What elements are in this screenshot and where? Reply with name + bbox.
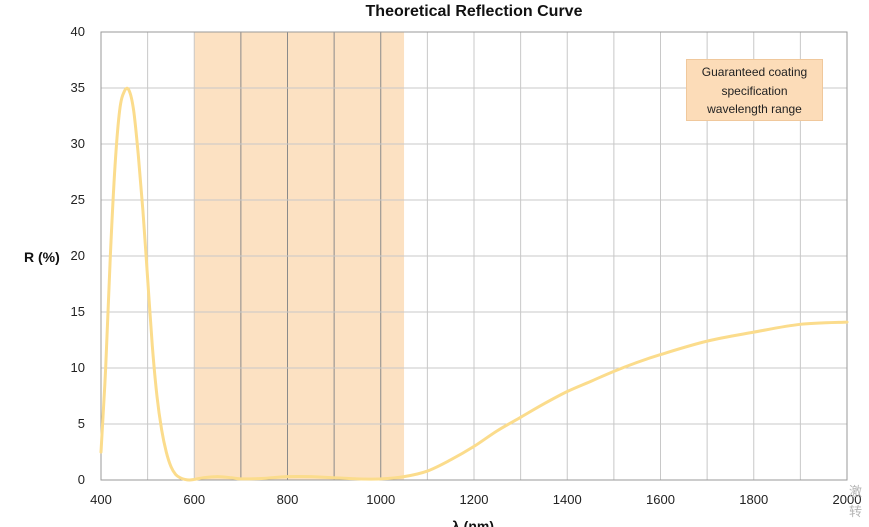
series-line xyxy=(99,86,849,482)
chart-title: Theoretical Reflection Curve xyxy=(366,3,583,20)
x-tick-label: 600 xyxy=(183,492,205,507)
band-annotation-line-2: specification xyxy=(721,83,788,98)
y-axis-label: R (%) xyxy=(24,249,60,265)
x-tick-label: 1000 xyxy=(366,492,395,507)
y-tick-label: 20 xyxy=(71,248,85,263)
y-tick-label: 15 xyxy=(71,304,85,319)
y-tick-label: 25 xyxy=(71,192,85,207)
x-tick-label: 1200 xyxy=(460,492,489,507)
y-tick-label: 40 xyxy=(71,24,85,39)
y-tick-label: 0 xyxy=(78,472,85,487)
watermark-glyph-1: 激 xyxy=(849,485,863,500)
watermark: 激 转 xyxy=(849,483,869,523)
y-tick-label: 10 xyxy=(71,360,85,375)
grid xyxy=(100,31,848,481)
x-tick-label: 800 xyxy=(277,492,299,507)
x-tick-label: 2000 xyxy=(833,492,862,507)
x-axis-label: λ (nm) xyxy=(452,518,494,527)
band-annotation-line-3: wavelength range xyxy=(707,102,802,116)
x-tick-label: 1800 xyxy=(739,492,768,507)
y-tick-label: 30 xyxy=(71,136,85,151)
watermark-glyph-2: 转 xyxy=(849,505,863,520)
x-tick-label: 400 xyxy=(90,492,112,507)
band-annotation: Guaranteed coating specification wavelen… xyxy=(686,59,823,121)
x-tick-label: 1400 xyxy=(553,492,582,507)
y-tick-label: 35 xyxy=(71,80,85,95)
plot-border xyxy=(100,31,848,481)
x-tick-label: 1600 xyxy=(646,492,675,507)
y-tick-label: 5 xyxy=(78,416,85,431)
band-annotation-line-1: Guaranteed coating xyxy=(701,65,808,79)
y-tick-labels: 0 5 10 15 20 25 30 35 40 xyxy=(71,24,85,487)
x-tick-labels: 400 600 800 1000 1200 1400 1600 1800 2000 xyxy=(90,492,861,507)
